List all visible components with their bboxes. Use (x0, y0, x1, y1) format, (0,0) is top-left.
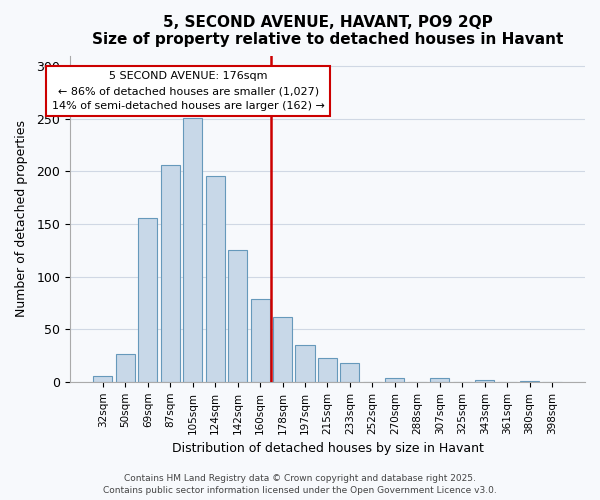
Bar (251, 298, 269, 382)
Text: Contains HM Land Registry data © Crown copyright and database right 2025.
Contai: Contains HM Land Registry data © Crown c… (103, 474, 497, 495)
Bar (430, 378, 449, 382)
Bar (273, 316, 292, 382)
X-axis label: Distribution of detached houses by size in Havant: Distribution of detached houses by size … (172, 442, 484, 455)
Bar (340, 363, 359, 382)
Bar (228, 250, 247, 382)
Bar (295, 345, 314, 382)
Bar (475, 380, 494, 382)
Bar (138, 218, 157, 382)
Bar (318, 358, 337, 382)
Bar (520, 381, 539, 382)
Text: 5 SECOND AVENUE: 176sqm
← 86% of detached houses are smaller (1,027)
14% of semi: 5 SECOND AVENUE: 176sqm ← 86% of detache… (52, 72, 325, 111)
Bar (183, 118, 202, 382)
Y-axis label: Number of detached properties: Number of detached properties (15, 120, 28, 317)
Bar (161, 165, 180, 382)
Title: 5, SECOND AVENUE, HAVANT, PO9 2QP
Size of property relative to detached houses i: 5, SECOND AVENUE, HAVANT, PO9 2QP Size o… (92, 15, 563, 48)
Bar (206, 176, 225, 382)
Bar (94, 376, 112, 382)
Bar (116, 354, 135, 382)
Bar (385, 378, 404, 382)
